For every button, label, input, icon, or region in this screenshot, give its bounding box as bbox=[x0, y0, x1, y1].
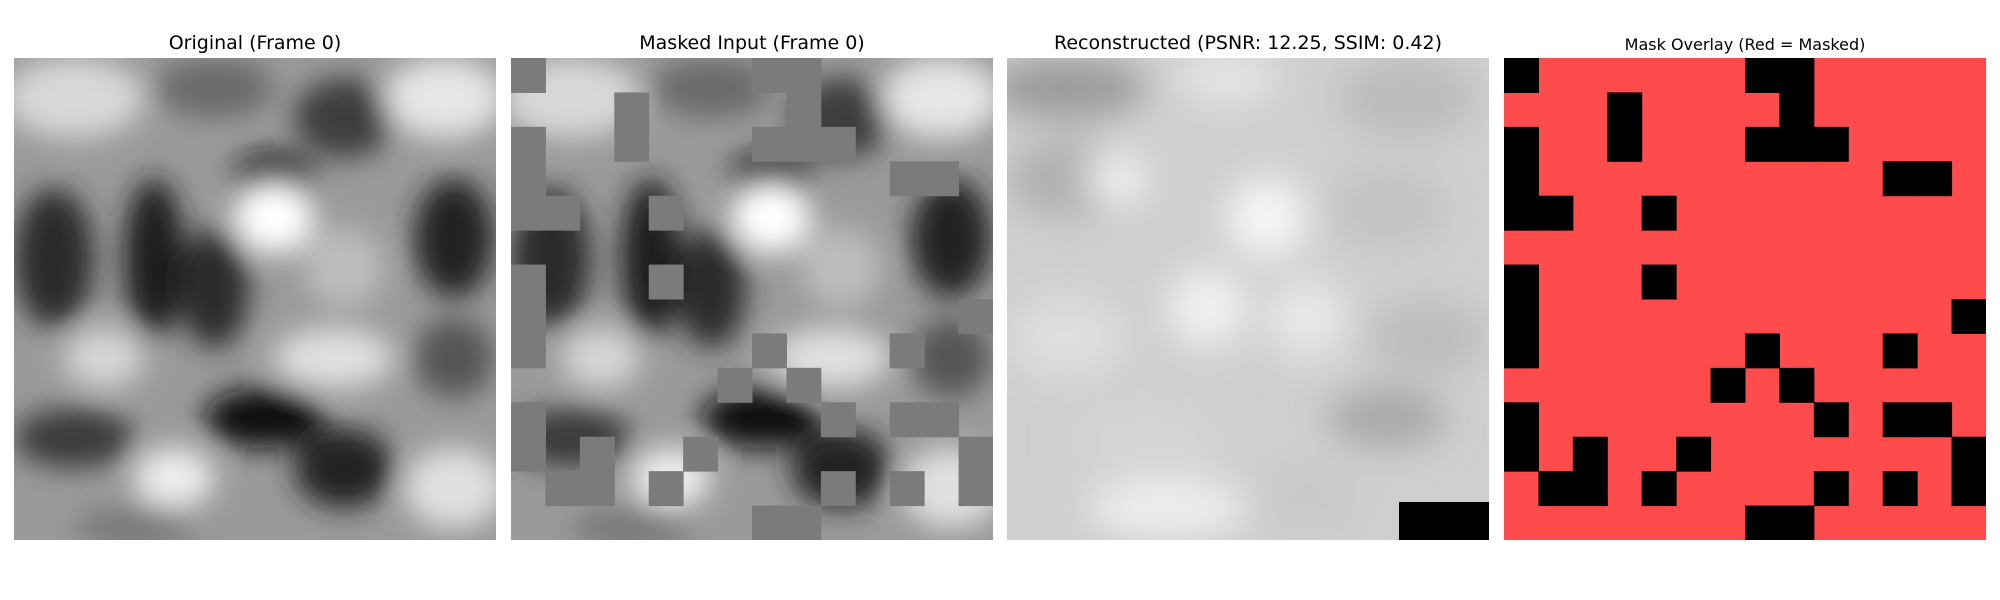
visible-patch bbox=[1779, 367, 1815, 403]
mask-overlay-panel: Mask Overlay (Red = Masked) bbox=[1504, 0, 1986, 600]
masked-patch-layer bbox=[511, 58, 993, 540]
masked-gray-patch bbox=[614, 126, 650, 162]
masked-gray-patch bbox=[820, 402, 856, 438]
visible-patch bbox=[1917, 161, 1953, 197]
masked-gray-patch bbox=[545, 471, 581, 507]
masked-gray-patch bbox=[545, 195, 581, 231]
visible-patch bbox=[1504, 264, 1539, 300]
masked-gray-patch bbox=[786, 367, 822, 403]
visible-patch bbox=[1779, 58, 1815, 93]
masked-gray-patch bbox=[924, 402, 960, 438]
masked-input-image bbox=[511, 58, 993, 540]
original-title: Original (Frame 0) bbox=[168, 32, 342, 54]
visible-patch bbox=[1745, 333, 1780, 369]
visible-patch bbox=[1504, 126, 1539, 162]
masked-gray-patch bbox=[511, 299, 546, 334]
visible-patch bbox=[1504, 161, 1539, 197]
masked-gray-patch bbox=[648, 471, 684, 507]
masked-gray-patch bbox=[752, 58, 787, 93]
masked-gray-patch bbox=[648, 264, 684, 300]
visible-patch bbox=[1641, 264, 1677, 300]
visible-patch bbox=[1882, 333, 1918, 369]
masked-gray-patch bbox=[752, 126, 787, 162]
visible-patch bbox=[1951, 436, 1986, 472]
visible-patch bbox=[1504, 436, 1539, 472]
visible-patch bbox=[1641, 471, 1677, 507]
masked-gray-patch bbox=[511, 161, 546, 197]
visible-patch bbox=[1504, 402, 1539, 438]
reconstructed-panel: Reconstructed (PSNR: 12.25, SSIM: 0.42) bbox=[1007, 0, 1489, 600]
masked-gray-patch bbox=[579, 436, 615, 472]
masked-gray-patch bbox=[511, 333, 546, 369]
masked-gray-patch bbox=[958, 436, 993, 472]
masked-gray-patch bbox=[579, 471, 615, 507]
masked-gray-patch bbox=[511, 436, 546, 472]
visible-patch bbox=[1572, 436, 1608, 472]
visible-patch bbox=[1951, 471, 1986, 507]
visible-patch bbox=[1917, 402, 1953, 438]
masked-gray-patch bbox=[752, 333, 787, 369]
masked-gray-patch bbox=[820, 126, 856, 162]
masked-gray-patch bbox=[958, 471, 993, 507]
masked-input-title: Masked Input (Frame 0) bbox=[639, 32, 865, 54]
visible-patch bbox=[1538, 471, 1574, 507]
visible-patch bbox=[1607, 126, 1643, 162]
visible-patch bbox=[1607, 92, 1643, 128]
masked-gray-patch bbox=[958, 299, 993, 334]
visible-patch bbox=[1676, 436, 1712, 472]
masked-gray-patch bbox=[511, 58, 546, 93]
masked-input-panel: Masked Input (Frame 0) bbox=[511, 0, 993, 600]
visible-patch bbox=[1813, 402, 1849, 438]
masked-gray-patch bbox=[889, 161, 925, 197]
visible-patch bbox=[1504, 333, 1539, 369]
visible-patch bbox=[1745, 126, 1780, 162]
visible-patch bbox=[1504, 195, 1539, 231]
visible-patch bbox=[1641, 195, 1677, 231]
visible-patch bbox=[1951, 299, 1986, 334]
visible-patch bbox=[1745, 58, 1780, 93]
masked-gray-patch bbox=[717, 367, 753, 403]
masked-gray-patch bbox=[889, 402, 925, 438]
visible-patch bbox=[1504, 299, 1539, 334]
masked-gray-patch bbox=[786, 505, 822, 540]
visible-patch-layer bbox=[1504, 58, 1986, 540]
masked-gray-patch bbox=[889, 471, 925, 507]
visible-patch bbox=[1882, 402, 1918, 438]
mask-overlay-image bbox=[1504, 58, 1986, 540]
masked-gray-patch bbox=[820, 471, 856, 507]
visible-patch bbox=[1538, 195, 1574, 231]
masked-gray-patch bbox=[889, 333, 925, 369]
reconstructed-image bbox=[1007, 58, 1489, 540]
visible-patch bbox=[1882, 161, 1918, 197]
visible-patch bbox=[1504, 58, 1539, 93]
masked-gray-patch bbox=[752, 505, 787, 540]
masked-gray-patch bbox=[511, 264, 546, 300]
masked-gray-patch bbox=[786, 126, 822, 162]
visible-patch bbox=[1882, 471, 1918, 507]
visible-patch bbox=[1572, 471, 1608, 507]
visible-patch bbox=[1779, 92, 1815, 128]
original-panel: Original (Frame 0) bbox=[14, 0, 496, 600]
visible-patch bbox=[1710, 367, 1746, 403]
visible-patch bbox=[1779, 126, 1815, 162]
visible-patch bbox=[1745, 505, 1780, 540]
masked-gray-patch bbox=[786, 58, 822, 93]
masked-gray-patch bbox=[511, 195, 546, 231]
masked-gray-patch bbox=[924, 161, 960, 197]
masked-gray-patch bbox=[614, 92, 650, 128]
masked-gray-patch bbox=[648, 195, 684, 231]
reconstructed-dark-corner bbox=[1399, 502, 1489, 540]
masked-gray-patch bbox=[511, 126, 546, 162]
masked-gray-patch bbox=[786, 92, 822, 128]
visible-patch bbox=[1813, 126, 1849, 162]
visible-patch bbox=[1779, 505, 1815, 540]
visible-patch bbox=[1813, 471, 1849, 507]
masked-gray-patch bbox=[511, 402, 546, 438]
mask-overlay-title: Mask Overlay (Red = Masked) bbox=[1624, 35, 1866, 54]
original-image bbox=[14, 58, 496, 540]
masked-gray-patch bbox=[683, 436, 719, 472]
reconstructed-title: Reconstructed (PSNR: 12.25, SSIM: 0.42) bbox=[1054, 32, 1442, 54]
